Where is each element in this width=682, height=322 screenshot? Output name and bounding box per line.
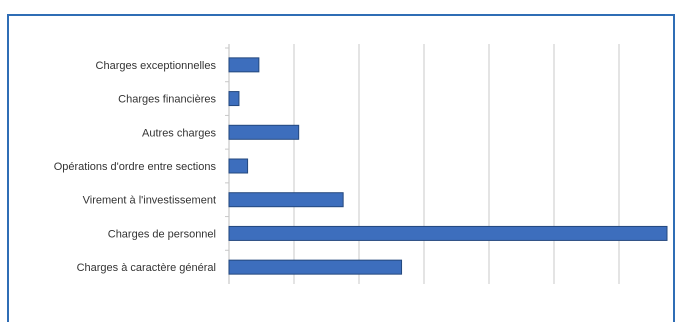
category-labels: Charges exceptionnelles Charges financièr… (54, 60, 217, 274)
bar (229, 260, 402, 274)
category-label: Charges de personnel (108, 228, 216, 240)
category-label: Charges à caractère général (77, 262, 216, 274)
bar (229, 92, 239, 106)
bar (229, 159, 248, 173)
bar (229, 193, 343, 207)
category-label: Charges financières (118, 94, 216, 106)
category-label: Charges exceptionnelles (96, 60, 217, 72)
bars (229, 58, 667, 274)
grid-lines (225, 44, 619, 284)
bar (229, 125, 299, 139)
category-label: Opérations d'ordre entre sections (54, 161, 217, 173)
bar (229, 58, 259, 72)
bar (229, 226, 667, 240)
category-label: Autres charges (142, 127, 216, 139)
category-label: Virement à l'investissement (83, 195, 216, 207)
